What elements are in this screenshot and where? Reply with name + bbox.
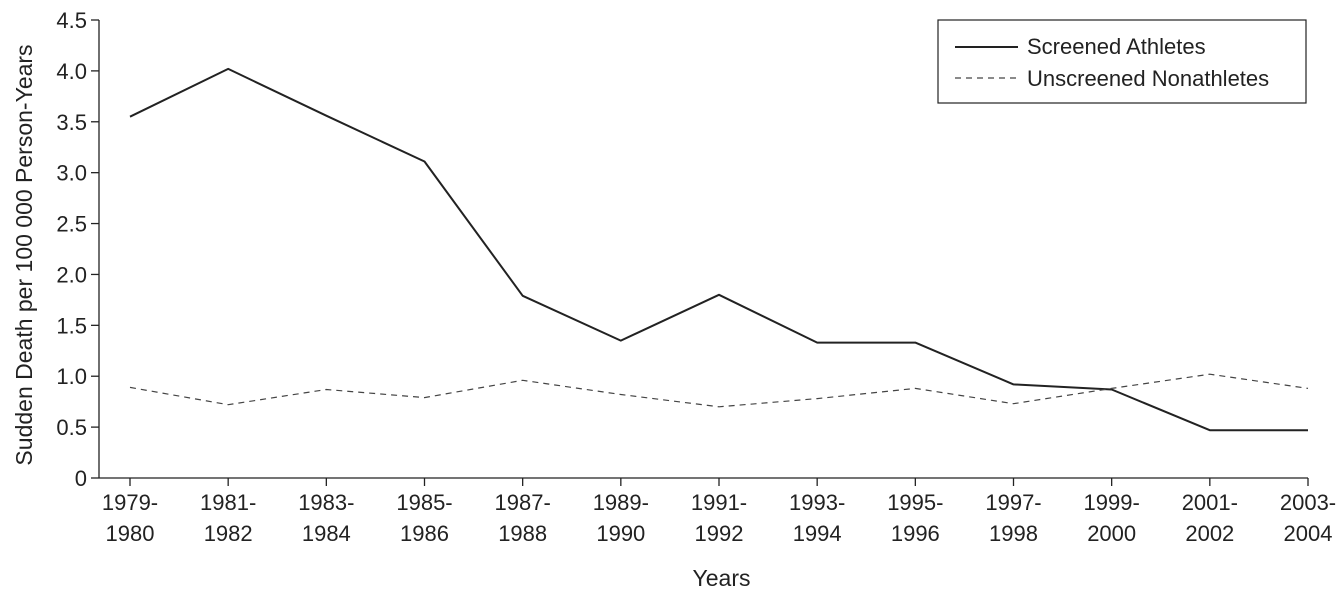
x-tick-label: 1993- 1994 [789,490,845,546]
x-tick-label-line1: 1983- [298,490,354,515]
x-tick-label-line1: 2003- [1280,490,1336,515]
x-tick-label-line2: 1992 [695,521,744,546]
x-axis-title: Years [693,565,751,591]
x-tick-label: 1979- 1980 [102,490,158,546]
y-tick-label: 0.5 [56,415,87,440]
x-tick-label-line2: 1986 [400,521,449,546]
legend-label-unscreened: Unscreened Nonathletes [1027,66,1269,91]
x-tick-label: 2003- 2004 [1280,490,1336,546]
x-tick-label-line2: 2004 [1284,521,1333,546]
y-tick-label: 3.0 [56,161,87,186]
y-axis-title: Sudden Death per 100 000 Person-Years [11,44,37,465]
x-tick-label-line1: 1979- [102,490,158,515]
x-tick-label-line1: 1987- [495,490,551,515]
y-tick-label: 1.0 [56,364,87,389]
x-tick-label-line1: 2001- [1182,490,1238,515]
legend: Screened Athletes Unscreened Nonathletes [937,19,1307,104]
x-tick-label: 1997- 1998 [985,490,1041,546]
x-tick-label-line1: 1997- [985,490,1041,515]
y-tick-label: 3.5 [56,110,87,135]
series-layer [129,67,1309,432]
x-tick-label: 1981- 1982 [200,490,256,546]
x-tick-label-line2: 1988 [498,521,547,546]
x-tick-label-line1: 1989- [593,490,649,515]
y-tick-label: 0 [75,466,87,491]
y-tick-label: 2.5 [56,212,87,237]
x-tick-label-line2: 1996 [891,521,940,546]
x-tick-label: 1983- 1984 [298,490,354,546]
y-tick-label: 1.5 [56,313,87,338]
x-tick-label: 1987- 1988 [495,490,551,546]
legend-box [937,19,1307,104]
x-tick-label-line1: 1995- [887,490,943,515]
x-tick-label-line2: 1982 [204,521,253,546]
x-tick-label-line2: 2000 [1087,521,1136,546]
x-tick-label-line1: 1991- [691,490,747,515]
x-tick-label-line2: 1998 [989,521,1038,546]
x-tick-label: 1995- 1996 [887,490,943,546]
x-tick-label-line1: 1985- [396,490,452,515]
x-tick-label-line1: 1993- [789,490,845,515]
y-tick-label: 2.0 [56,262,87,287]
series-line-screened-athletes [129,67,1308,432]
x-tick-label: 2001- 2002 [1182,490,1238,546]
x-tick-label: 1985- 1986 [396,490,452,546]
x-tick-label: 1989- 1990 [593,490,649,546]
x-tick-label-line1: 1981- [200,490,256,515]
x-tick-label: 1999- 2000 [1084,490,1140,546]
legend-label-screened: Screened Athletes [1027,34,1206,59]
x-tick-label-line1: 1999- [1084,490,1140,515]
x-tick-label: 1991- 1992 [691,490,747,546]
y-tick-label: 4.5 [56,8,87,33]
x-tick-label-line2: 1980 [106,521,155,546]
x-tick-label-line2: 1994 [793,521,842,546]
x-tick-label-line2: 2002 [1185,521,1234,546]
y-tick-label: 4.0 [56,59,87,84]
axes: 0 0.5 1.0 1.5 2.0 2.5 3.0 3.5 4.0 4.5 1979- 1980 198… [56,8,1336,546]
x-tick-label-line2: 1990 [596,521,645,546]
x-tick-label-line2: 1984 [302,521,351,546]
series-line-unscreened-nonathletes [129,373,1309,408]
